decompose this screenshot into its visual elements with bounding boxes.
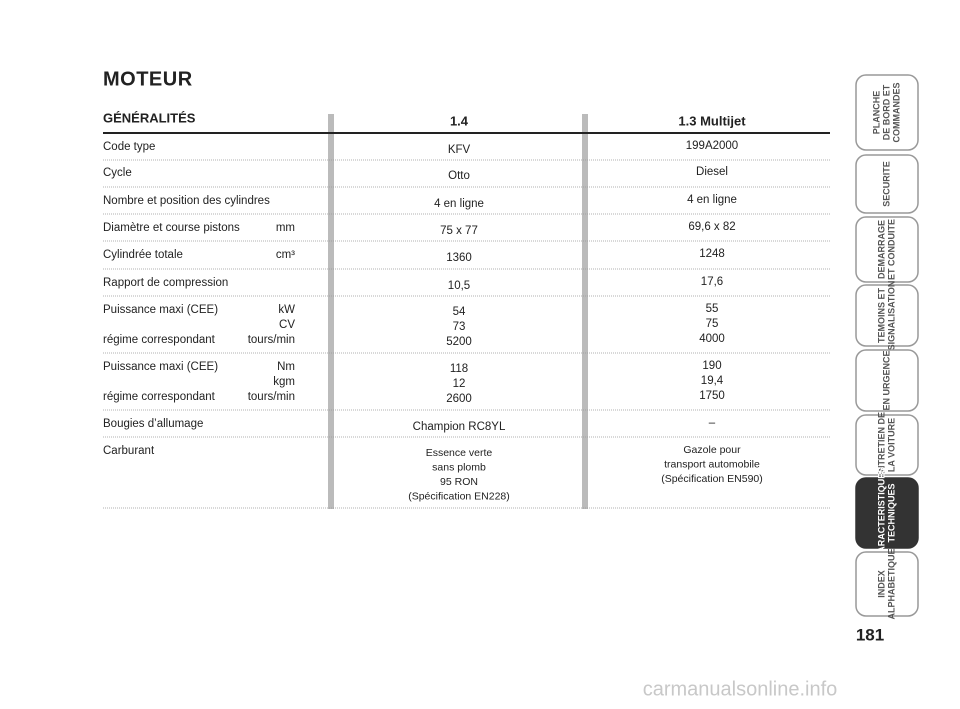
unit: mm (276, 222, 295, 234)
column-divider (582, 114, 588, 509)
value: 1750 (699, 390, 725, 402)
value: 4 en ligne (434, 198, 484, 210)
column-header: 1.3 Multijet (678, 113, 746, 128)
page-number: 181 (856, 625, 884, 644)
value: KFV (448, 144, 471, 156)
tab-label: SECURITE (881, 161, 891, 207)
row-label: Diamètre et course pistons (103, 222, 240, 234)
value: 2600 (446, 393, 472, 405)
unit: tours/min (248, 334, 295, 346)
title: MOTEUR (103, 68, 193, 90)
tab-label: DE BORD ET (881, 84, 891, 140)
value: 190 (702, 360, 721, 372)
column-header: GÉNÉRALITÉS (103, 110, 196, 125)
tab-label: COMMANDES (891, 83, 901, 143)
tab (855, 477, 919, 549)
value: (Spécification EN590) (661, 473, 763, 485)
row-label: Puissance maxi (CEE) (103, 361, 218, 373)
value: 19,4 (701, 375, 724, 387)
tab (855, 74, 919, 151)
value: Champion RC8YL (413, 421, 506, 433)
value: Gazole pour (683, 444, 741, 456)
column-divider (328, 114, 334, 509)
tab (855, 154, 919, 214)
tab-label: SIGNALISATION (886, 281, 896, 351)
tab-label: DEMARRAGE (876, 220, 886, 279)
tab (855, 414, 919, 476)
value: 75 (706, 318, 719, 330)
tab (855, 284, 919, 347)
row-label: régime correspondant (103, 391, 216, 403)
tab-label: CARACTERISTIQUES (876, 467, 886, 560)
value: sans plomb (432, 461, 486, 473)
value: 10,5 (448, 280, 470, 292)
unit: CV (279, 319, 295, 331)
value: 118 (450, 363, 468, 375)
value: 4 en ligne (687, 194, 737, 206)
value: – (709, 417, 716, 429)
value: Essence verte (426, 447, 493, 459)
tab-label: INDEX (876, 570, 886, 598)
value: 5200 (446, 336, 472, 348)
tab-label: ALPHABETIQUE (886, 548, 896, 619)
unit: kgm (273, 376, 295, 388)
value: 17,6 (701, 276, 723, 288)
tab (855, 551, 919, 617)
row-label: Cylindrée totale (103, 249, 183, 261)
row-label: Code type (103, 141, 155, 153)
value: 4000 (699, 333, 725, 345)
value: Otto (448, 170, 470, 182)
row-label: Rapport de compression (103, 277, 228, 289)
value: 75 x 77 (440, 225, 478, 237)
tab-label: TEMOINS ET (876, 288, 886, 344)
unit: Nm (277, 361, 295, 373)
tab (855, 349, 919, 412)
tab-label: EN URGENCE (881, 350, 891, 410)
tab (855, 216, 919, 283)
row-label: Bougies d’allumage (103, 418, 203, 430)
row-label: régime correspondant (103, 334, 216, 346)
unit: kW (278, 304, 295, 316)
unit: cm³ (276, 249, 295, 261)
value: 54 (453, 306, 466, 318)
tab-label: PLANCHE (871, 91, 881, 135)
tab-label: TECHNIQUES (886, 483, 896, 542)
value: Diesel (696, 166, 728, 178)
value: 1360 (446, 252, 472, 264)
row-label: Carburant (103, 445, 155, 457)
value: 1248 (699, 248, 725, 260)
value: 73 (453, 321, 466, 333)
row-label: Cycle (103, 167, 132, 179)
unit: tours/min (248, 391, 295, 403)
row-label: Nombre et position des cylindres (103, 195, 270, 207)
value: transport automobile (664, 458, 760, 470)
value: 199A2000 (686, 140, 738, 152)
tab-label: LA VOITURE (886, 418, 896, 472)
value: 55 (706, 303, 719, 315)
tab-label: ET CONDUITE (886, 219, 896, 280)
value: 95 RON (440, 476, 478, 488)
tab-label: ENTRETIEN DE (876, 412, 886, 478)
value: 69,6 x 82 (688, 221, 735, 233)
row-label: Puissance maxi (CEE) (103, 304, 218, 316)
column-header: 1.4 (450, 113, 469, 128)
value: 12 (453, 378, 466, 390)
watermark: carmanualsonline.info (643, 678, 838, 700)
value: (Spécification EN228) (408, 490, 510, 502)
